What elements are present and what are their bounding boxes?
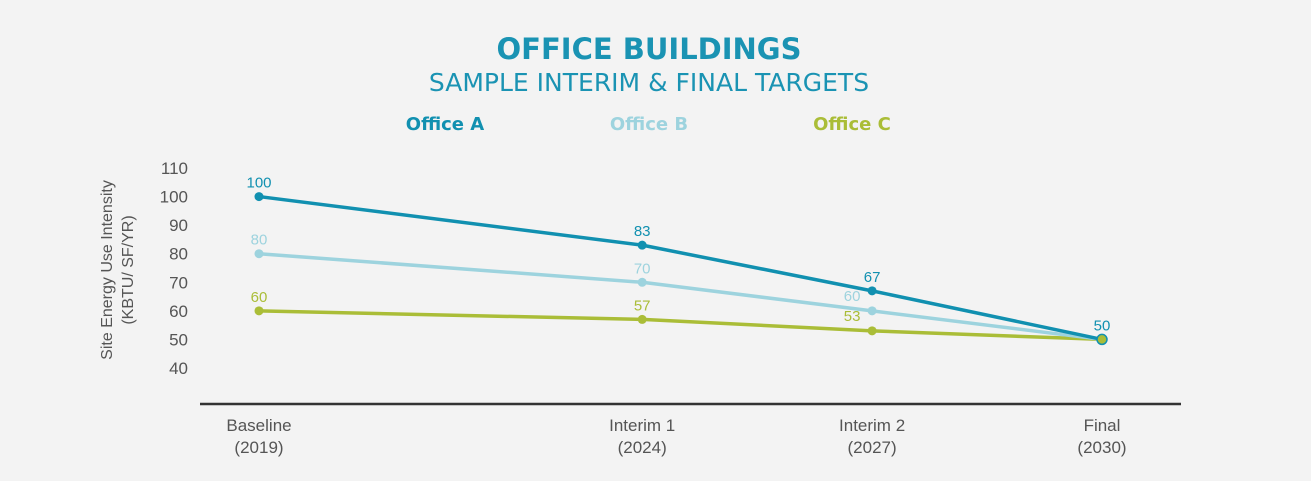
data-point [867,286,877,296]
x-category-label: Final [1084,416,1121,435]
legend-item: Office A [406,114,485,135]
data-point [637,240,647,250]
data-label: 60 [251,289,268,306]
y-tick-label: 110 [161,159,188,178]
data-labels: 100 83 67 50 80 70 60 60 57 53 [246,175,1110,335]
final-data-point [1096,333,1108,346]
data-label: 53 [844,308,861,325]
x-category-year: (2027) [848,438,897,457]
chart-title: OFFICE BUILDINGS [497,32,802,66]
y-tick-label: 40 [169,359,188,378]
y-axis-label-line2: (KBTU/ SF/YR) [120,215,137,324]
data-point [254,306,264,316]
legend-item: Office C [813,114,891,135]
data-label: 57 [634,297,651,314]
x-category-label: Interim 2 [839,416,905,435]
data-point [254,192,264,202]
data-label: 100 [246,175,271,192]
y-tick-label: 60 [169,302,188,321]
data-label: 67 [864,269,881,286]
y-tick-label: 70 [169,273,188,292]
data-label: 83 [634,223,651,240]
data-label: 80 [251,232,268,249]
data-label: 70 [634,260,651,277]
x-category-year: (2024) [618,438,667,457]
data-point [254,249,264,259]
series-line-office-a [257,194,1104,342]
x-axis-categories: Baseline (2019) Interim 1 (2024) Interim 2 (2… [226,416,1126,457]
data-point [867,326,877,336]
y-axis-ticks: 110 100 90 80 70 60 50 40 [160,159,188,378]
y-tick-label: 90 [169,216,188,235]
data-point [867,306,877,316]
data-point [637,314,647,324]
series-lines [257,194,1104,342]
y-tick-label: 50 [169,330,188,349]
data-point [637,277,647,287]
series-line-office-b [257,251,1104,342]
x-category-year: (2019) [234,438,283,457]
data-label: 50 [1094,317,1111,334]
x-category-label: Baseline [226,416,291,435]
y-tick-label: 80 [169,245,188,264]
x-category-year: (2030) [1077,438,1126,457]
x-category-label: Interim 1 [609,416,675,435]
data-label: 60 [844,288,861,305]
series-line-office-c [257,309,1104,342]
series-points [254,192,1108,346]
legend: Office A Office B Office C [406,114,891,135]
y-axis-label-line1: Site Energy Use Intensity [99,180,116,360]
legend-item: Office B [610,114,688,135]
y-tick-label: 100 [160,188,188,207]
chart-subtitle: SAMPLE INTERIM & FINAL TARGETS [429,68,869,97]
